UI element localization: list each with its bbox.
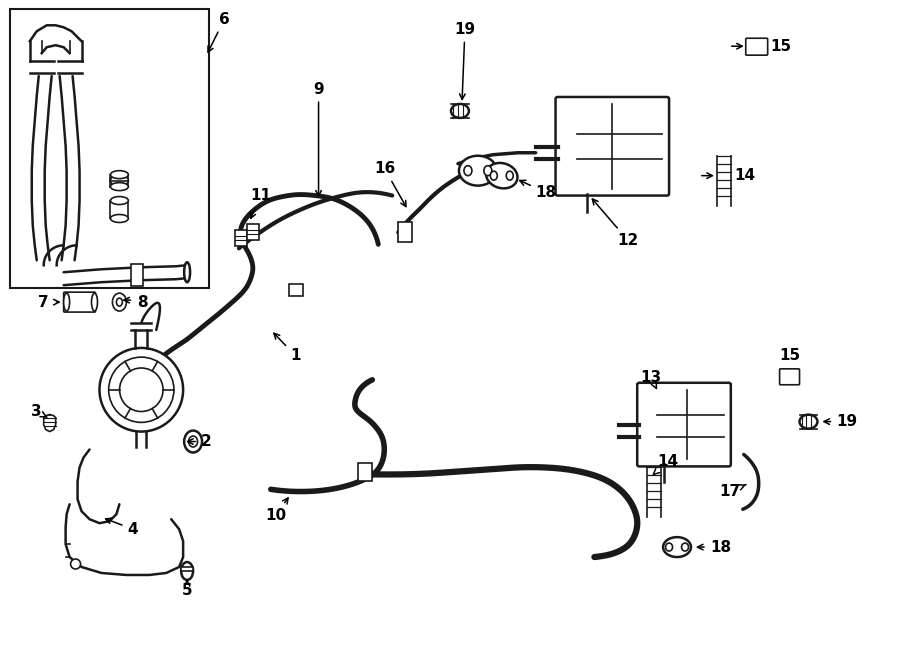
Ellipse shape	[491, 171, 498, 180]
Ellipse shape	[459, 156, 497, 186]
Bar	[10, 9, 209, 288]
Text: 9: 9	[313, 81, 324, 196]
Ellipse shape	[681, 543, 688, 551]
Bar	[131, 264, 143, 286]
Ellipse shape	[111, 196, 129, 204]
Text: 7: 7	[39, 295, 49, 309]
Ellipse shape	[464, 166, 472, 176]
Ellipse shape	[189, 436, 198, 447]
Text: 4: 4	[105, 518, 138, 537]
FancyBboxPatch shape	[746, 38, 768, 55]
Text: 18: 18	[520, 180, 557, 200]
Text: 14: 14	[734, 168, 756, 183]
Ellipse shape	[111, 175, 129, 186]
Text: 18: 18	[710, 539, 731, 555]
Text: 10: 10	[266, 498, 288, 523]
Text: 12: 12	[592, 199, 638, 248]
Ellipse shape	[112, 293, 126, 311]
Text: 3: 3	[32, 404, 47, 419]
Ellipse shape	[111, 171, 129, 178]
Text: 15: 15	[770, 39, 792, 54]
Text: 1: 1	[274, 333, 301, 364]
Text: 15: 15	[779, 348, 800, 364]
Ellipse shape	[92, 293, 97, 311]
Ellipse shape	[799, 414, 817, 428]
Text: 14: 14	[653, 454, 679, 475]
Ellipse shape	[451, 104, 469, 118]
Ellipse shape	[486, 163, 518, 188]
Text: 13: 13	[641, 370, 662, 389]
Text: 19: 19	[454, 22, 475, 99]
Text: 5: 5	[182, 580, 193, 598]
Ellipse shape	[484, 166, 491, 176]
Circle shape	[120, 368, 163, 412]
Text: 8: 8	[138, 295, 148, 309]
Text: 11: 11	[250, 188, 271, 218]
Ellipse shape	[184, 262, 190, 282]
FancyBboxPatch shape	[64, 292, 95, 312]
Ellipse shape	[64, 293, 69, 311]
Text: 16: 16	[374, 161, 406, 207]
Ellipse shape	[663, 537, 691, 557]
Bar	[111, 200, 129, 219]
Bar	[247, 225, 259, 241]
Bar	[235, 231, 247, 247]
Ellipse shape	[507, 171, 513, 180]
Circle shape	[109, 357, 174, 422]
Text: 6: 6	[208, 12, 230, 52]
Circle shape	[100, 348, 183, 432]
Text: 2: 2	[187, 434, 212, 449]
Text: 19: 19	[836, 414, 858, 429]
Ellipse shape	[111, 214, 129, 223]
Ellipse shape	[116, 298, 122, 306]
FancyBboxPatch shape	[637, 383, 731, 467]
Ellipse shape	[111, 182, 129, 190]
Circle shape	[70, 559, 81, 569]
FancyBboxPatch shape	[555, 97, 669, 196]
Bar	[398, 223, 412, 243]
Bar	[358, 463, 373, 481]
Bar	[289, 284, 302, 296]
Ellipse shape	[184, 430, 202, 453]
FancyBboxPatch shape	[779, 369, 799, 385]
Ellipse shape	[181, 562, 194, 580]
Ellipse shape	[666, 543, 672, 551]
Bar	[181, 567, 194, 571]
Text: 17: 17	[720, 484, 746, 499]
Bar	[111, 175, 129, 186]
